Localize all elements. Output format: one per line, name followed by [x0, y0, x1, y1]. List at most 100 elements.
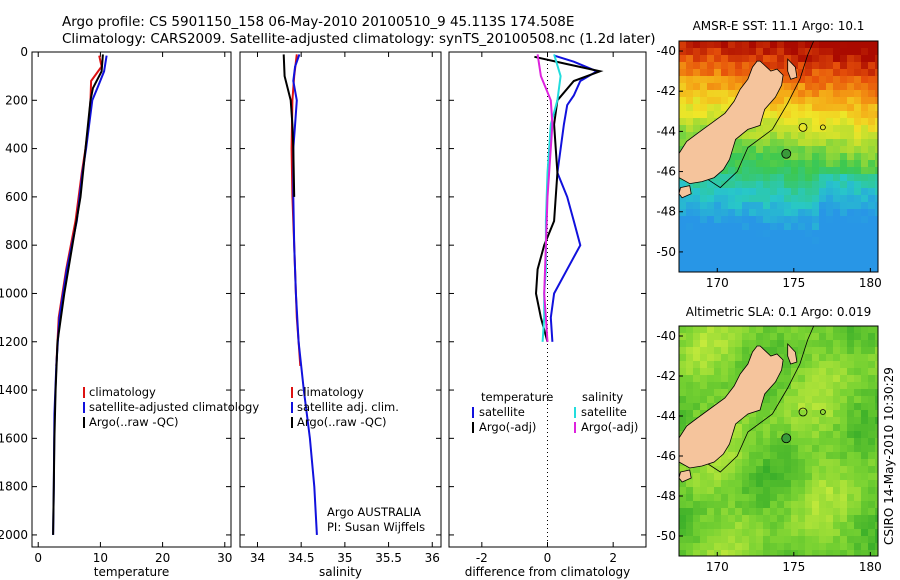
map-cell	[805, 48, 812, 55]
map-cell	[826, 237, 833, 244]
map-cell	[819, 326, 826, 333]
map-cell	[826, 76, 833, 83]
map-cell	[714, 543, 721, 550]
map-cell	[840, 174, 847, 181]
map-cell	[735, 354, 742, 361]
map-cell	[805, 251, 812, 258]
map-cell	[798, 508, 805, 515]
map-cell	[854, 494, 861, 501]
map-cell	[763, 487, 770, 494]
map-cell	[861, 83, 868, 90]
map-cell	[791, 258, 798, 265]
y-tick-label: -46	[656, 449, 676, 463]
map-cell	[798, 438, 805, 445]
map-cell	[819, 396, 826, 403]
map-cell	[812, 529, 819, 536]
map-cell	[819, 139, 826, 146]
map-cell	[728, 522, 735, 529]
map-cell	[868, 90, 875, 97]
map-cell	[847, 160, 854, 167]
map-cell	[854, 410, 861, 417]
seamount-contour	[819, 124, 826, 131]
map-cell	[721, 389, 728, 396]
map-cell	[812, 62, 819, 69]
map-cell	[728, 375, 735, 382]
map-cell	[735, 146, 742, 153]
map-cell	[854, 230, 861, 237]
map-cell	[735, 237, 742, 244]
y-tick-label: -42	[656, 84, 676, 98]
map-cell	[861, 167, 868, 174]
map-cell	[784, 417, 791, 424]
map-cell	[812, 431, 819, 438]
map-cell	[714, 41, 721, 48]
map-cell	[763, 417, 770, 424]
x-tick-label: 170	[706, 560, 729, 574]
map-cell	[840, 188, 847, 195]
map-cell	[847, 97, 854, 104]
map-cell	[777, 410, 784, 417]
map-cell	[735, 438, 742, 445]
map-cell	[721, 41, 728, 48]
map-cell	[868, 265, 875, 272]
map-cell	[700, 375, 707, 382]
map-cell	[805, 459, 812, 466]
map-cell	[700, 76, 707, 83]
map-cell	[686, 326, 693, 333]
map-cell	[770, 382, 777, 389]
map-cell	[791, 167, 798, 174]
map-cell	[875, 417, 878, 424]
map-cell	[686, 258, 693, 265]
map-cell	[861, 543, 868, 550]
map-cell	[840, 347, 847, 354]
map-cell	[749, 146, 756, 153]
map-cell	[798, 146, 805, 153]
map-cell	[784, 361, 791, 368]
map-cell	[770, 223, 777, 230]
map-cell	[749, 125, 756, 132]
map-cell	[763, 48, 770, 55]
map-cell	[679, 515, 686, 522]
map-cell	[805, 515, 812, 522]
map-cell	[770, 139, 777, 146]
legend-entry: Argo(-adj)	[479, 420, 536, 434]
map-cell	[714, 389, 721, 396]
map-cell	[728, 223, 735, 230]
map-cell	[686, 230, 693, 237]
map-cell	[756, 181, 763, 188]
x-axis-label: temperature	[94, 565, 169, 579]
map-cell	[812, 375, 819, 382]
map-cell	[714, 181, 721, 188]
map-cell	[784, 230, 791, 237]
map-cell	[763, 174, 770, 181]
map-cell	[728, 550, 735, 556]
map-cell	[686, 396, 693, 403]
map-cell	[826, 223, 833, 230]
map-cell	[756, 466, 763, 473]
map-cell	[735, 452, 742, 459]
map-cell	[714, 487, 721, 494]
map-cell	[756, 55, 763, 62]
map-cell	[812, 104, 819, 111]
map-cell	[805, 167, 812, 174]
map-cell	[812, 111, 819, 118]
map-cell	[854, 438, 861, 445]
map-cell	[826, 258, 833, 265]
map-cell	[868, 403, 875, 410]
map-cell	[763, 333, 770, 340]
map-cell	[707, 494, 714, 501]
map-cell	[791, 202, 798, 209]
map-cell	[791, 55, 798, 62]
map-cell	[868, 83, 875, 90]
seamount-contour	[798, 122, 808, 132]
map-cell	[840, 473, 847, 480]
map-cell	[777, 90, 784, 97]
map-cell	[742, 354, 749, 361]
map-cell	[700, 69, 707, 76]
map-cell	[749, 529, 756, 536]
map-cell	[868, 118, 875, 125]
map-cell	[686, 48, 693, 55]
map-cell	[707, 389, 714, 396]
series-line-satellite-adjusted-climatology	[52, 55, 108, 535]
map-cell	[756, 333, 763, 340]
